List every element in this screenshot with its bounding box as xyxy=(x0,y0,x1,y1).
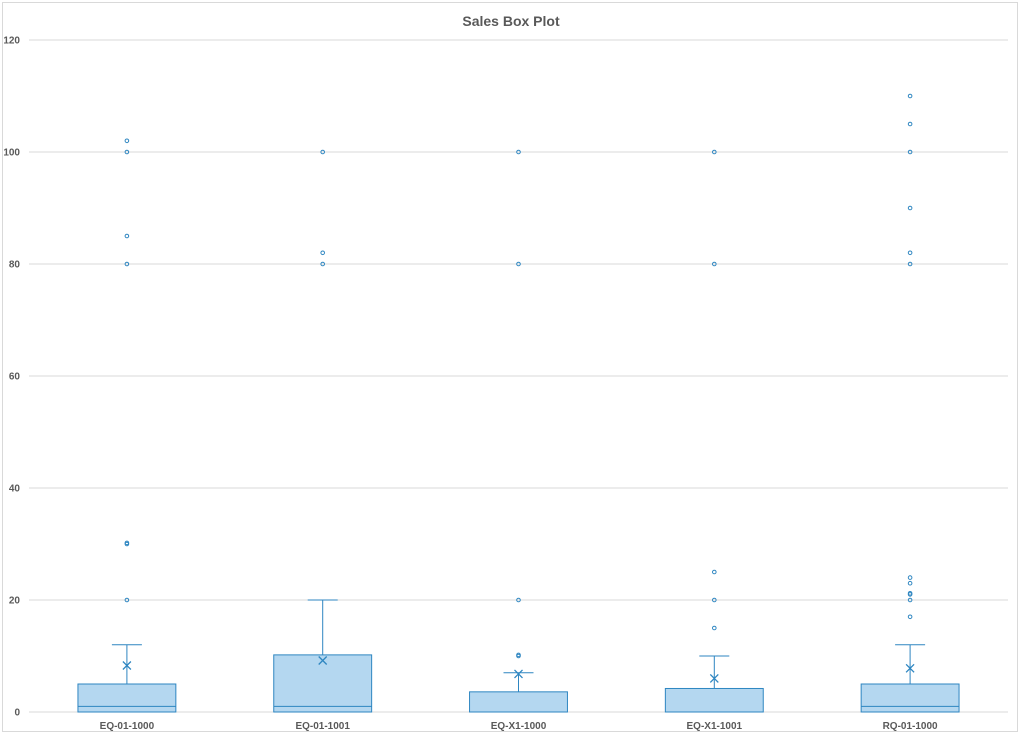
outlier-point xyxy=(907,597,913,603)
box xyxy=(469,691,568,713)
mean-marker xyxy=(905,663,915,673)
x-tick-label: EQ-01-1000 xyxy=(100,721,155,732)
y-tick-label: 20 xyxy=(9,596,21,607)
outlier-point xyxy=(124,138,130,144)
outlier-point xyxy=(712,625,717,631)
outlier-point xyxy=(712,597,717,603)
outlier-point xyxy=(907,261,913,267)
outlier-point xyxy=(320,250,326,256)
outlier-point xyxy=(712,261,717,267)
x-tick-label: EQ-01-1001 xyxy=(295,721,350,732)
outlier-point xyxy=(907,580,913,586)
outlier-point xyxy=(320,149,326,155)
x-tick-label: EQ-X1-1001 xyxy=(687,721,743,732)
outlier-point xyxy=(124,597,130,603)
mean-marker xyxy=(122,661,132,670)
outlier-point xyxy=(124,540,130,546)
outlier-point xyxy=(516,652,521,658)
box xyxy=(273,654,373,713)
mean-marker xyxy=(514,669,523,679)
y-tick-label: 120 xyxy=(3,36,20,47)
outlier-point xyxy=(712,569,717,575)
outlier-point xyxy=(907,149,913,155)
mean-marker xyxy=(709,673,719,683)
y-tick-label: 100 xyxy=(3,148,20,159)
y-tick-label: 0 xyxy=(14,708,20,719)
mean-marker xyxy=(318,656,328,665)
outlier-point xyxy=(124,233,130,239)
y-tick-label: 60 xyxy=(9,372,21,383)
outlier-point xyxy=(516,149,521,155)
y-tick-label: 40 xyxy=(9,484,21,495)
outlier-point xyxy=(907,590,913,596)
outlier-point xyxy=(907,93,913,99)
outlier-point xyxy=(516,597,521,603)
chart-title: Sales Box Plot xyxy=(462,13,560,29)
outlier-point xyxy=(907,205,913,211)
x-tick-label: RQ-01-1000 xyxy=(883,721,938,732)
outlier-point xyxy=(124,149,130,155)
x-tick-label: EQ-X1-1000 xyxy=(491,721,547,732)
outlier-point xyxy=(907,614,913,620)
box xyxy=(664,687,764,713)
outlier-point xyxy=(516,261,521,267)
outlier-point xyxy=(907,575,913,580)
outlier-point xyxy=(320,261,326,267)
outlier-point xyxy=(907,121,913,127)
y-tick-label: 80 xyxy=(9,260,21,271)
outlier-point xyxy=(712,149,717,155)
outlier-point xyxy=(907,250,913,256)
box xyxy=(860,683,960,713)
outlier-point xyxy=(124,261,130,267)
box xyxy=(77,683,177,713)
